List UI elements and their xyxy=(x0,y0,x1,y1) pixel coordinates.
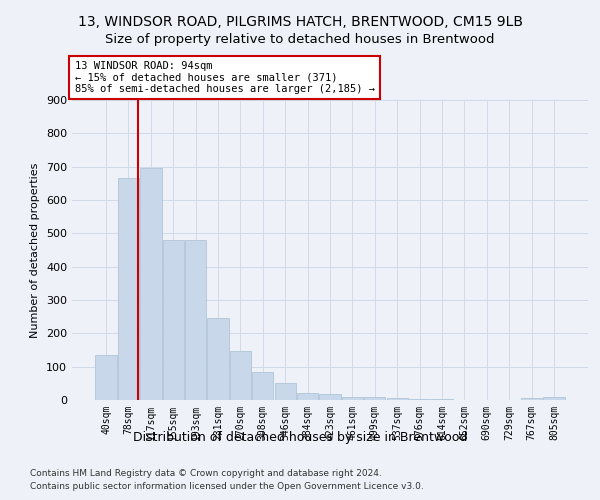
Bar xyxy=(521,398,542,400)
Bar xyxy=(319,394,341,400)
Text: Contains public sector information licensed under the Open Government Licence v3: Contains public sector information licen… xyxy=(30,482,424,491)
Bar xyxy=(185,240,206,400)
Text: 13, WINDSOR ROAD, PILGRIMS HATCH, BRENTWOOD, CM15 9LB: 13, WINDSOR ROAD, PILGRIMS HATCH, BRENTW… xyxy=(77,15,523,29)
Bar xyxy=(118,178,139,400)
Bar xyxy=(95,355,117,400)
Bar xyxy=(140,168,161,400)
Text: Contains HM Land Registry data © Crown copyright and database right 2024.: Contains HM Land Registry data © Crown c… xyxy=(30,468,382,477)
Text: Size of property relative to detached houses in Brentwood: Size of property relative to detached ho… xyxy=(105,32,495,46)
Bar xyxy=(364,398,385,400)
Bar xyxy=(386,398,408,400)
Text: Distribution of detached houses by size in Brentwood: Distribution of detached houses by size … xyxy=(133,431,467,444)
Bar xyxy=(543,398,565,400)
Text: 13 WINDSOR ROAD: 94sqm
← 15% of detached houses are smaller (371)
85% of semi-de: 13 WINDSOR ROAD: 94sqm ← 15% of detached… xyxy=(74,61,374,94)
Bar xyxy=(163,240,184,400)
Bar xyxy=(409,398,430,400)
Bar xyxy=(230,350,251,400)
Bar xyxy=(342,396,363,400)
Y-axis label: Number of detached properties: Number of detached properties xyxy=(31,162,40,338)
Bar xyxy=(297,392,318,400)
Bar xyxy=(252,372,274,400)
Bar xyxy=(275,384,296,400)
Bar xyxy=(431,399,452,400)
Bar xyxy=(208,318,229,400)
